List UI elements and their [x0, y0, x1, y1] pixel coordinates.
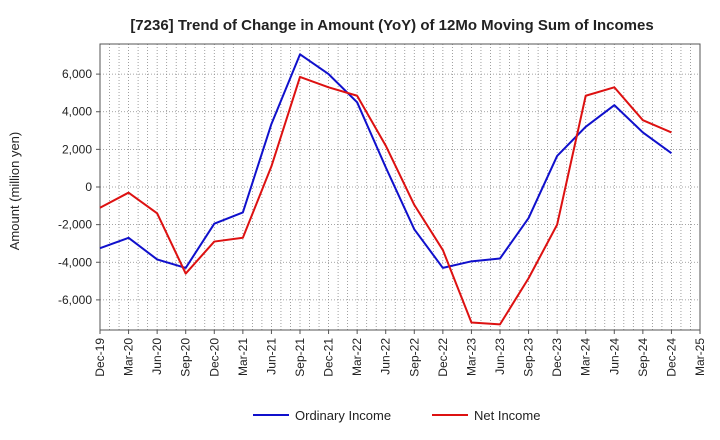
x-tick-label: Dec-20 — [207, 338, 221, 377]
x-tick-label: Sep-22 — [407, 338, 421, 377]
y-tick-label: -6,000 — [58, 293, 92, 307]
x-tick-label: Mar-24 — [579, 338, 593, 376]
y-tick-label: 2,000 — [62, 142, 92, 156]
x-tick-label: Mar-23 — [464, 338, 478, 376]
y-tick-label: 6,000 — [62, 67, 92, 81]
x-tick-label: Mar-25 — [693, 338, 707, 376]
legend-label-ordinary-income: Ordinary Income — [295, 408, 391, 423]
legend-label-net-income: Net Income — [474, 408, 540, 423]
x-tick-label: Sep-20 — [179, 338, 193, 377]
x-tick-label: Jun-21 — [264, 338, 278, 375]
x-tick-label: Dec-19 — [93, 338, 107, 377]
x-tick-label: Dec-23 — [550, 338, 564, 377]
y-tick-label: -2,000 — [58, 218, 92, 232]
legend: Ordinary Income Net Income — [253, 408, 540, 423]
x-tick-label: Mar-21 — [236, 338, 250, 376]
x-tick-label: Jun-23 — [493, 338, 507, 375]
chart-title: [7236] Trend of Change in Amount (YoY) o… — [130, 17, 653, 34]
y-tick-label: 4,000 — [62, 105, 92, 119]
y-tick-label: -4,000 — [58, 255, 92, 269]
x-tick-label: Jun-20 — [150, 338, 164, 375]
x-tick-label: Mar-20 — [122, 338, 136, 376]
plot-area: -6,000 -4,000 -2,000 0 2,000 4,000 6,000 Dec-19… — [58, 43, 707, 377]
x-tick-label: Dec-21 — [322, 338, 336, 377]
series-line-net-income — [99, 75, 672, 326]
y-tick-label: 0 — [85, 180, 92, 194]
y-axis-label: Amount (million yen) — [7, 132, 22, 251]
x-tick-label: Jun-24 — [607, 338, 621, 375]
x-tick-label: Jun-22 — [379, 338, 393, 375]
x-tick-label: Sep-24 — [636, 338, 650, 377]
x-tick-label: Mar-22 — [350, 338, 364, 376]
x-tick-label: Sep-23 — [522, 338, 536, 377]
x-tick-label: Sep-21 — [293, 338, 307, 377]
x-tick-label: Dec-24 — [664, 338, 678, 377]
x-tick-label: Dec-22 — [436, 338, 450, 377]
